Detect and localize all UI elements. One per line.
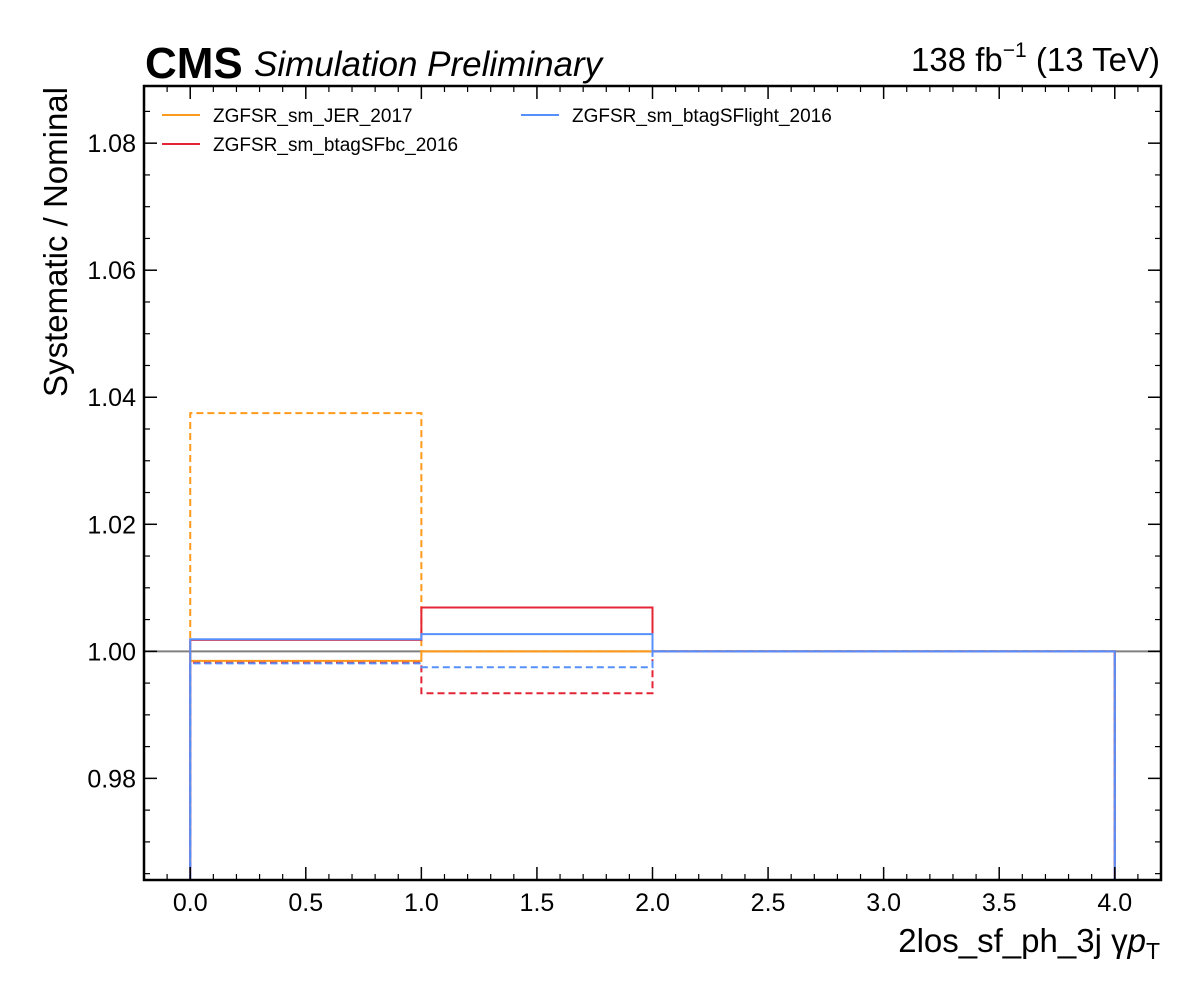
y-tick-label: 0.98	[87, 765, 136, 793]
x-axis-label: 2los_sf_ph_3j γpT	[898, 922, 1160, 964]
x-tick-label: 0.5	[288, 889, 323, 917]
series-down-zgfsr-sm-btagsfbc-2016	[189, 650, 1116, 880]
series-up-zgfsr-sm-btagsflight-2016	[189, 633, 1116, 880]
y-tick-label: 1.02	[87, 511, 136, 539]
x-axis-label-text: 2los_sf_ph_3j γ	[898, 922, 1128, 959]
y-tick-label: 1.00	[87, 638, 136, 666]
y-axis-label: Systematic / Nominal	[37, 87, 74, 397]
x-tick-label: 4.0	[1097, 889, 1132, 917]
series-layer	[189, 412, 1116, 880]
experiment-label: CMS	[145, 39, 243, 88]
y-tick-label: 1.06	[87, 257, 136, 285]
lumi-energy: (13 TeV)	[1027, 41, 1160, 78]
x-axis-label-var: p	[1127, 922, 1146, 959]
plot-frame	[142, 84, 1163, 882]
lumi-label: 138 fb−1 (13 TeV)	[911, 39, 1160, 78]
status-label: Simulation Preliminary	[254, 45, 605, 84]
legend: ZGFSR_sm_JER_2017 ZGFSR_sm_btagSFbc_2016 Z…	[162, 106, 832, 156]
x-tick-label: 2.5	[751, 889, 786, 917]
legend-label: ZGFSR_sm_JER_2017	[213, 106, 413, 127]
lumi-value: 138 fb	[911, 41, 1003, 78]
x-tick-label: 3.5	[982, 889, 1017, 917]
tick-layer: 0.0 0.5 1.0 1.5 2.0 2.5 3.0 3.5 4.0 0.98 1.00 1.02 1…	[87, 86, 1162, 917]
y-tick-label: 1.04	[87, 384, 136, 412]
lumi-exponent: −1	[1003, 39, 1027, 62]
x-tick-label: 0.0	[173, 889, 208, 917]
legend-label: ZGFSR_sm_btagSFbc_2016	[213, 135, 458, 156]
x-axis-label-sub: T	[1146, 938, 1160, 964]
x-tick-label: 1.5	[520, 889, 555, 917]
x-tick-label: 3.0	[866, 889, 901, 917]
x-tick-label: 2.0	[635, 889, 670, 917]
legend-label: ZGFSR_sm_btagSFlight_2016	[572, 106, 832, 127]
x-tick-label: 1.0	[404, 889, 439, 917]
y-tick-label: 1.08	[87, 130, 136, 158]
